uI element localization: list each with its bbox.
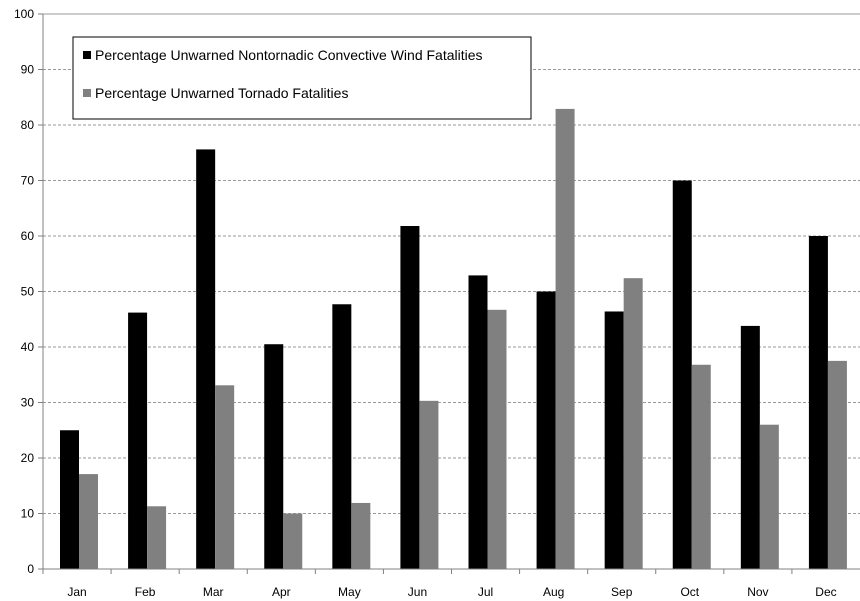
bar-wind-sep bbox=[604, 311, 624, 569]
x-tick-label: Jun bbox=[408, 585, 427, 599]
bar-wind-jan bbox=[60, 430, 79, 569]
bar-wind-oct bbox=[672, 180, 692, 569]
bar-tornado-jan bbox=[79, 474, 98, 569]
x-tick-label: Mar bbox=[203, 585, 224, 599]
bar-tornado-sep bbox=[623, 278, 643, 569]
y-tick-label: 80 bbox=[21, 118, 35, 132]
bar-wind-dec bbox=[808, 236, 828, 569]
bar-tornado-feb bbox=[147, 506, 167, 569]
bar-wind-jul bbox=[468, 275, 488, 569]
legend-label: Percentage Unwarned Nontornadic Convecti… bbox=[95, 47, 483, 63]
x-tick-label: Feb bbox=[135, 585, 156, 599]
bars bbox=[60, 108, 847, 570]
bar-tornado-aug bbox=[555, 108, 575, 569]
x-tick-label: Jan bbox=[67, 585, 86, 599]
bar-wind-nov bbox=[740, 325, 760, 569]
y-axis-tick-labels: 0 10 20 30 40 50 60 70 80 90 100 bbox=[14, 7, 34, 576]
x-tick-label: Apr bbox=[272, 585, 291, 599]
x-tick-label: Oct bbox=[680, 585, 699, 599]
y-tick-label: 90 bbox=[21, 63, 35, 77]
legend-swatch bbox=[83, 89, 91, 97]
legend-label: Percentage Unwarned Tornado Fatalities bbox=[95, 85, 348, 101]
bar-tornado-oct bbox=[691, 364, 711, 569]
bar-wind-may bbox=[332, 304, 352, 569]
x-axis-tick-labels: Jan Feb Mar Apr May Jun Jul Aug Sep Oct Nov Dec bbox=[42, 569, 837, 599]
y-tick-label: 20 bbox=[21, 451, 35, 465]
x-tick-label: Jul bbox=[478, 585, 493, 599]
legend: Percentage Unwarned Nontornadic Convecti… bbox=[72, 36, 532, 120]
bar-wind-aug bbox=[536, 291, 556, 569]
y-tick-label: 60 bbox=[21, 229, 35, 243]
x-tick-label: Nov bbox=[747, 585, 768, 599]
bar-wind-feb bbox=[128, 312, 148, 569]
y-tick-label: 40 bbox=[21, 340, 35, 354]
x-tick-label: Dec bbox=[815, 585, 836, 599]
y-tick-label: 100 bbox=[14, 7, 34, 21]
x-tick-label: Aug bbox=[543, 585, 564, 599]
y-tick-label: 0 bbox=[27, 562, 34, 576]
bar-tornado-dec bbox=[827, 360, 847, 569]
legend-box bbox=[72, 36, 532, 120]
legend-swatch bbox=[83, 51, 91, 59]
bar-tornado-mar bbox=[215, 385, 235, 569]
bar-wind-jun bbox=[400, 226, 420, 569]
bar-tornado-jun bbox=[419, 400, 439, 569]
gridlines bbox=[38, 13, 860, 570]
x-tick-label: May bbox=[338, 585, 361, 599]
bar-tornado-may bbox=[351, 502, 371, 569]
bar-wind-mar bbox=[196, 149, 216, 570]
x-tick-label: Sep bbox=[611, 585, 633, 599]
bar-tornado-nov bbox=[759, 424, 779, 569]
y-tick-label: 70 bbox=[21, 174, 35, 188]
y-tick-label: 10 bbox=[21, 507, 35, 521]
bar-tornado-jul bbox=[487, 309, 507, 569]
y-tick-label: 50 bbox=[21, 285, 35, 299]
y-tick-label: 30 bbox=[21, 396, 35, 410]
bar-wind-apr bbox=[264, 344, 284, 569]
bar-tornado-apr bbox=[283, 513, 303, 569]
